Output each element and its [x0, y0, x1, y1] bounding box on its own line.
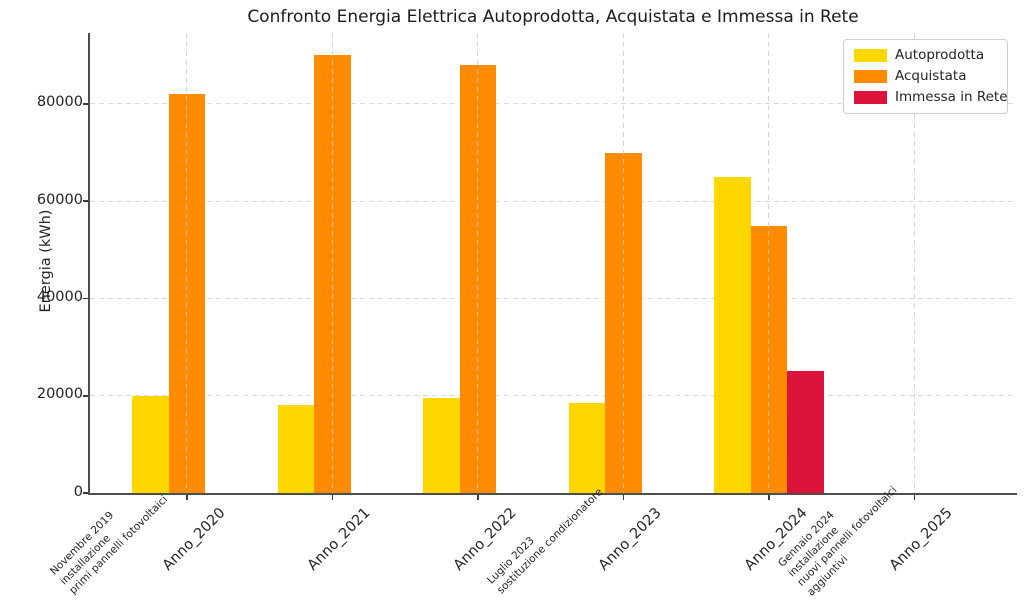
- bar-immessa-in-rete-anno-2024: [787, 371, 824, 493]
- y-tick-label: 20000: [36, 386, 83, 403]
- x-tick-label-anno-2023: Anno_2023: [595, 505, 665, 574]
- x-tick-mark: [622, 495, 625, 500]
- y-tick-mark: [83, 492, 89, 494]
- y-tick-label: 60000: [36, 191, 83, 208]
- x-tick-mark: [768, 495, 770, 500]
- x-tick-mark: [913, 495, 916, 500]
- x-tick-label-anno-2021: Anno_2021: [304, 505, 374, 574]
- y-tick-mark: [83, 103, 89, 105]
- y-gridline: [90, 297, 1017, 299]
- bar-autoprodotta-anno-2022: [423, 398, 460, 493]
- y-axis-spine: [88, 33, 90, 493]
- x-tick-mark: [331, 495, 334, 500]
- legend-label: Acquistata: [895, 68, 967, 84]
- bar-autoprodotta-anno-2023: [568, 403, 606, 493]
- legend-label: Autoprodotta: [895, 47, 985, 63]
- x-gridline: [622, 33, 624, 493]
- chart-title: Confronto Energia Elettrica Autoprodotta…: [247, 7, 859, 27]
- x-tick-mark: [186, 495, 188, 500]
- y-gridline: [90, 103, 1017, 105]
- legend-swatch-immessa-in-rete: [854, 91, 887, 104]
- y-tick-label: 80000: [36, 94, 83, 111]
- x-gridline: [331, 33, 333, 493]
- legend-item-acquistata: Acquistata: [854, 68, 997, 85]
- x-gridline: [913, 33, 915, 493]
- x-tick-mark: [477, 495, 479, 500]
- legend-item-autoprodotta: Autoprodotta: [854, 47, 997, 64]
- y-tick-label: 40000: [36, 288, 83, 305]
- legend: Autoprodotta Acquistata Immessa in Rete: [843, 39, 1008, 114]
- bar-autoprodotta-anno-2021: [277, 405, 315, 493]
- legend-swatch-autoprodotta: [854, 49, 887, 62]
- x-gridline: [186, 33, 188, 493]
- x-gridline: [477, 33, 479, 493]
- y-tick-label: 0: [73, 483, 83, 500]
- y-tick-mark: [83, 297, 89, 300]
- x-tick-label-anno-2020: Anno_2020: [159, 505, 229, 574]
- x-gridline: [768, 33, 770, 493]
- bar-autoprodotta-anno-2020: [132, 395, 169, 493]
- y-tick-mark: [83, 200, 89, 203]
- y-gridline: [90, 395, 1017, 397]
- y-tick-mark: [83, 394, 89, 397]
- legend-label: Immessa in Rete: [895, 89, 1008, 105]
- legend-swatch-acquistata: [854, 70, 887, 83]
- y-gridline: [90, 200, 1017, 202]
- x-axis-spine: [88, 493, 1017, 495]
- bar-autoprodotta-anno-2024: [714, 176, 751, 493]
- legend-item-immessa-in-rete: Immessa in Rete: [854, 89, 1008, 106]
